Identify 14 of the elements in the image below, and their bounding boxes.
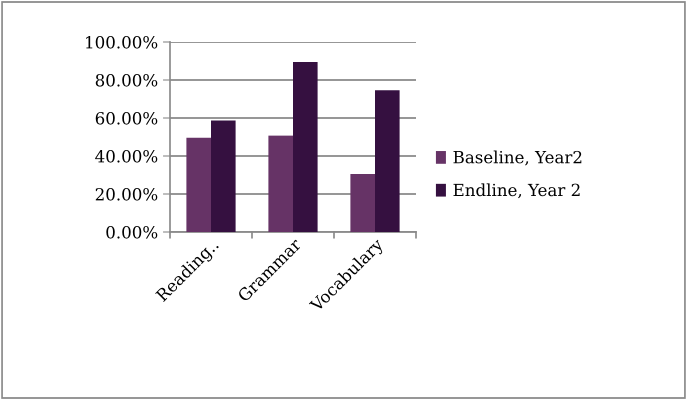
legend-label: Baseline, Year2 (454, 150, 582, 166)
legend-label: Endline, Year 2 (454, 183, 580, 198)
bar (211, 120, 236, 232)
y-tick-label: 80.00% (96, 74, 158, 87)
y-tick-label: 60.00% (96, 112, 158, 125)
y-tick-label: 0.00% (106, 226, 158, 239)
y-tick-label: 20.00% (96, 188, 158, 201)
y-tick-label: 100.00% (86, 36, 158, 49)
y-tick-label: 40.00% (95, 150, 158, 163)
bar (350, 174, 375, 232)
bar (375, 90, 400, 232)
bar (186, 138, 211, 232)
bar (293, 62, 318, 232)
bar (268, 136, 293, 232)
